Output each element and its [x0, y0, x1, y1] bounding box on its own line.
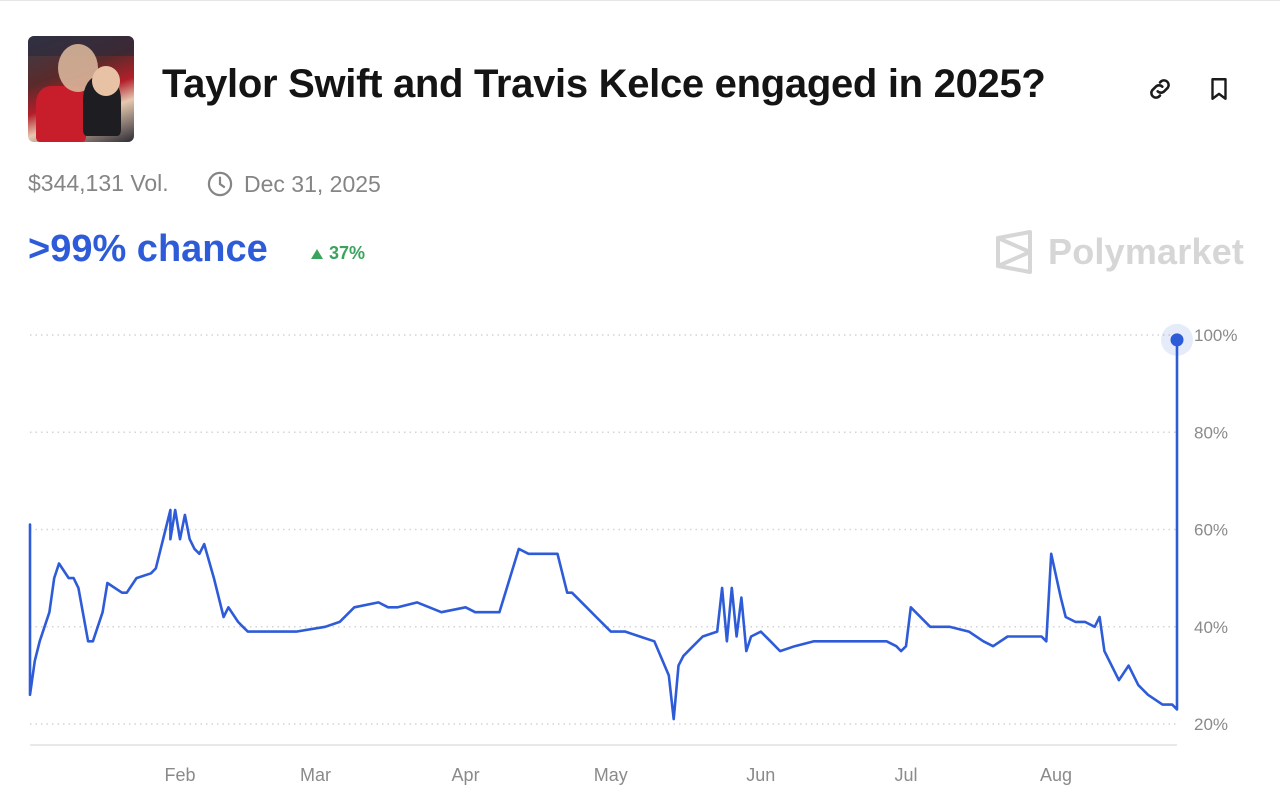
series-line — [28, 338, 1179, 721]
x-tick-label: Aug — [1040, 765, 1072, 785]
price-chart: 20% 40% 60% 80% 100% Feb Mar Apr May Jun Jul Aug — [28, 323, 1237, 785]
polymarket-brand: Polymarket — [994, 230, 1244, 274]
volume: $344,131 Vol. — [28, 170, 169, 196]
bookmark-button[interactable] — [1204, 74, 1234, 104]
y-tick-label: 80% — [1194, 423, 1228, 442]
market-title: Taylor Swift and Travis Kelce engaged in… — [162, 62, 1046, 106]
end-date-label: Dec 31, 2025 — [244, 170, 381, 197]
brand-name: Polymarket — [1048, 231, 1245, 272]
link-button[interactable] — [1145, 74, 1175, 104]
end-date: Dec 31, 2025 — [206, 170, 381, 198]
chance-value: >99% chance — [28, 228, 268, 270]
clock-icon — [207, 171, 233, 197]
y-tick-label: 60% — [1194, 521, 1228, 540]
x-tick-label: Mar — [300, 765, 331, 785]
change-value: 37% — [329, 243, 366, 263]
x-tick-label: Feb — [165, 765, 196, 785]
x-tick-label: Jun — [746, 765, 775, 785]
endpoint-marker — [1170, 333, 1184, 347]
bookmark-icon — [1211, 78, 1227, 100]
change-badge: 37% — [310, 243, 365, 264]
link-icon — [1150, 79, 1170, 99]
market-thumbnail — [28, 36, 134, 142]
top-border — [0, 0, 1280, 1]
y-tick-label: 100% — [1194, 326, 1237, 345]
x-tick-label: Apr — [452, 765, 480, 785]
x-tick-label: May — [594, 765, 628, 785]
y-tick-label: 20% — [1194, 715, 1228, 734]
y-tick-label: 40% — [1194, 618, 1228, 637]
polymarket-logo-icon — [996, 230, 1032, 274]
triangle-up-icon — [311, 248, 323, 259]
x-tick-label: Jul — [894, 765, 917, 785]
